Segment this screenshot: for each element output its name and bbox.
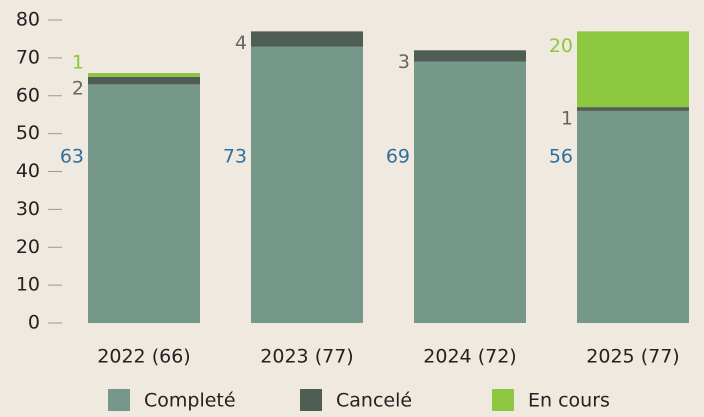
y-tick-label: 60 xyxy=(16,84,40,106)
y-tick-label: 40 xyxy=(16,160,40,182)
y-tick-label: 10 xyxy=(16,274,40,296)
value-label: 69 xyxy=(386,146,410,168)
value-label: 2 xyxy=(72,77,84,99)
y-tick-label: 0 xyxy=(28,312,40,334)
legend-label: Completé xyxy=(144,390,236,412)
legend-swatch xyxy=(492,389,514,411)
x-tick-label: 2024 (72) xyxy=(423,346,516,368)
y-tick-label: 70 xyxy=(16,46,40,68)
y-tick-label: 20 xyxy=(16,236,40,258)
bar-segment xyxy=(577,110,689,324)
legend-label: En cours xyxy=(528,390,610,412)
legend-label: Cancelé xyxy=(336,390,412,412)
bar-segment xyxy=(88,84,200,323)
bar-segment xyxy=(577,31,689,108)
bar-segment xyxy=(251,46,363,323)
legend-swatch xyxy=(300,389,322,411)
value-label: 63 xyxy=(60,146,84,168)
x-tick-label: 2022 (66) xyxy=(97,346,190,368)
value-label: 73 xyxy=(223,146,247,168)
y-tick-label: 80 xyxy=(16,9,40,31)
value-label: 1 xyxy=(72,52,84,74)
y-tick-label: 30 xyxy=(16,198,40,220)
value-label: 3 xyxy=(398,51,410,73)
value-label: 20 xyxy=(549,35,573,57)
bar-segment xyxy=(414,61,526,323)
x-tick-label: 2023 (77) xyxy=(260,346,353,368)
value-label: 4 xyxy=(235,32,247,54)
bar-segment xyxy=(251,31,363,47)
legend-swatch xyxy=(108,389,130,411)
bar-segment xyxy=(577,107,689,111)
y-tick-label: 50 xyxy=(16,122,40,144)
value-label: 56 xyxy=(549,146,573,168)
bar-segment xyxy=(414,50,526,62)
value-label: 1 xyxy=(561,108,573,130)
bar-segment xyxy=(88,76,200,85)
x-tick-label: 2025 (77) xyxy=(586,346,679,368)
bar-segment xyxy=(88,73,200,77)
